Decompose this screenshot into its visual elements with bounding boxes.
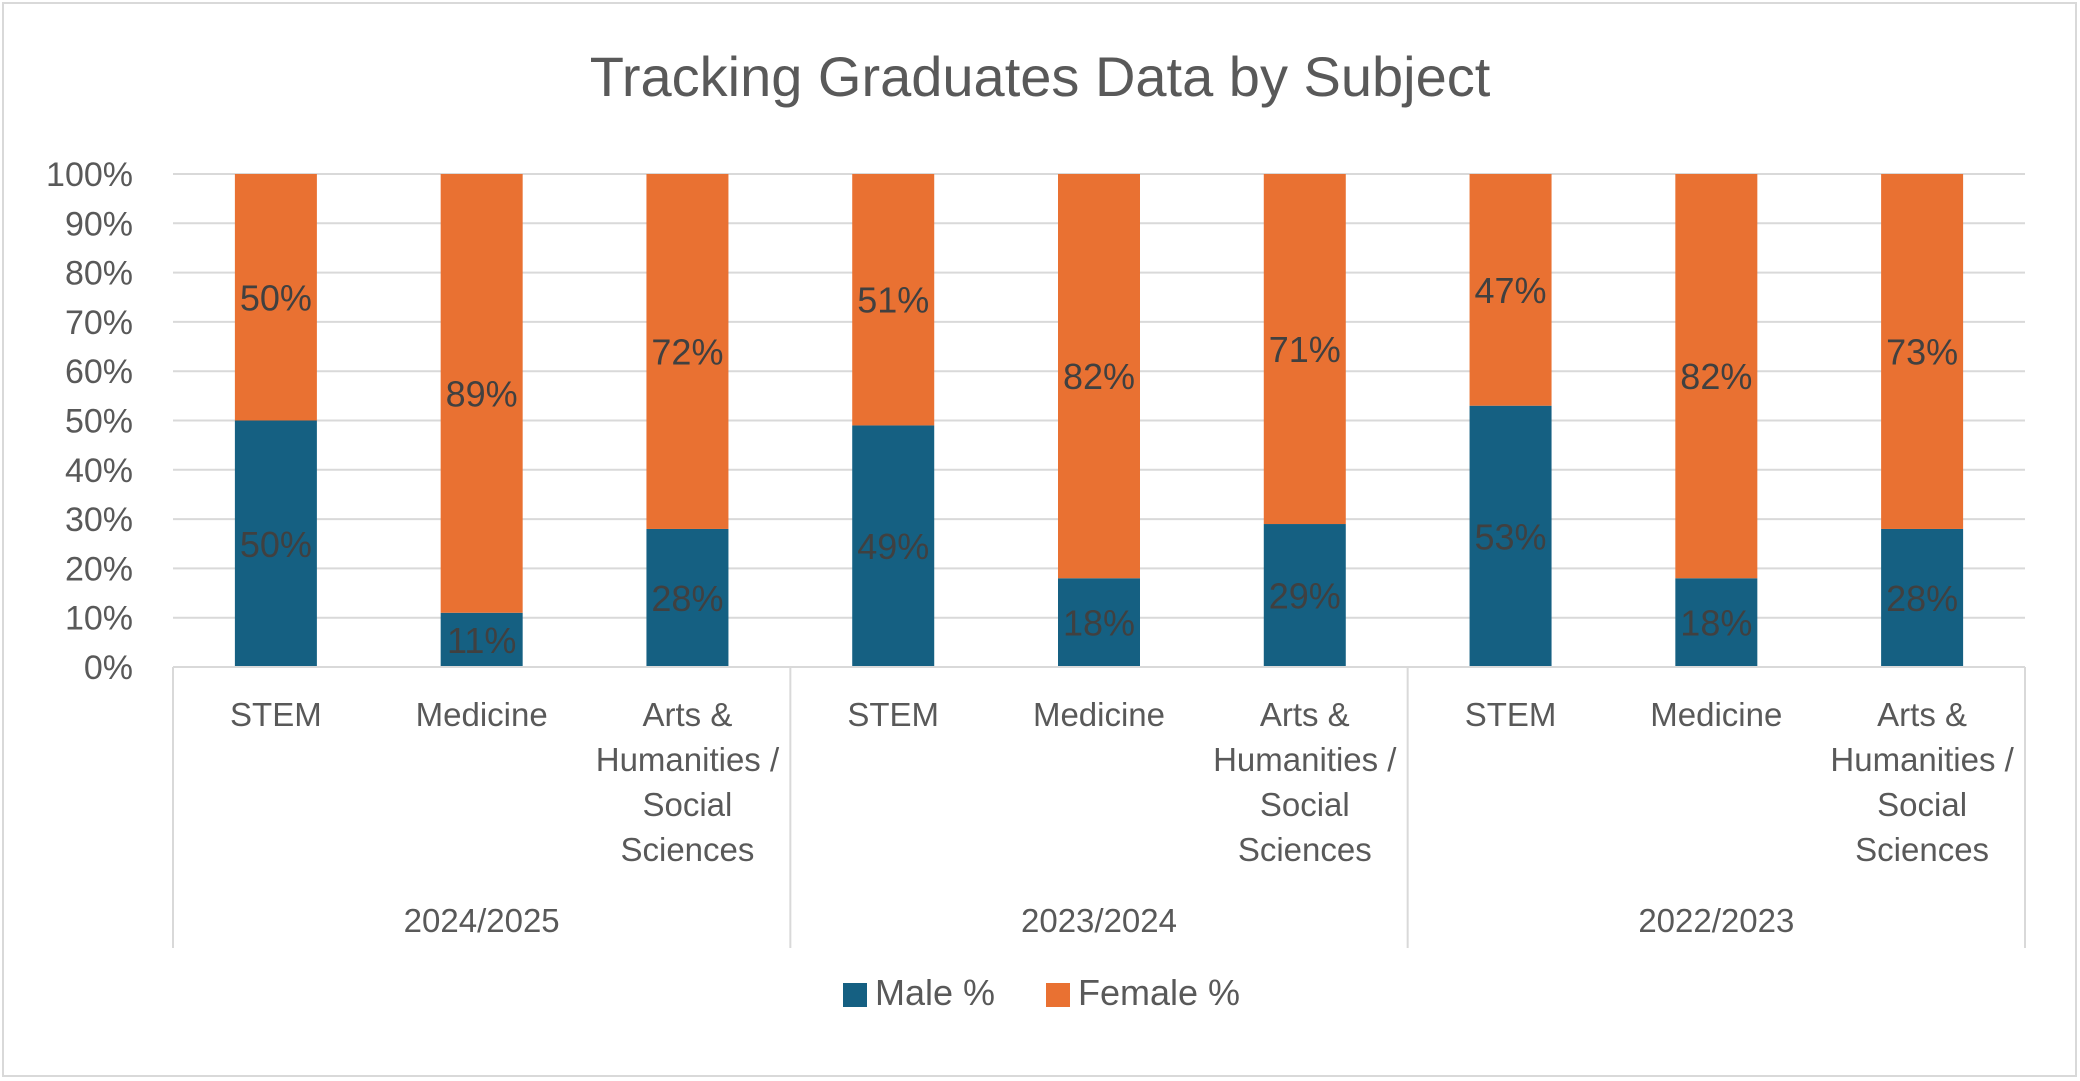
data-label-male: 18% [1680, 603, 1752, 644]
legend: Male % Female % [843, 972, 1240, 1013]
x-category-label: Sciences [1855, 831, 1989, 868]
bar-female [852, 174, 935, 426]
bar-female [440, 174, 523, 613]
x-category-label: Medicine [416, 696, 548, 733]
y-tick-label: 70% [65, 304, 133, 342]
x-category-label: Sciences [620, 831, 754, 868]
data-label-male: 28% [651, 578, 723, 619]
bar-male [1469, 405, 1552, 667]
legend-label: Female % [1078, 972, 1240, 1013]
y-tick-label: 0% [84, 649, 133, 687]
y-axis-ticks: 0% 10% 20% 30% 40% 50% 60% 70% 80% 90% 100% [46, 156, 133, 687]
x-category-label: Social [1260, 786, 1350, 823]
y-tick-label: 40% [65, 452, 133, 490]
bar-male [1881, 528, 1964, 667]
data-label-female: 82% [1680, 356, 1752, 397]
data-label-female: 51% [857, 280, 929, 321]
x-axis: STEM Medicine Arts & Humanities / Social Scie… [172, 666, 2026, 948]
data-label-male: 49% [857, 526, 929, 567]
x-category-label: STEM [230, 696, 322, 733]
x-category-label: Medicine [1650, 696, 1782, 733]
data-label-female: 89% [446, 373, 518, 414]
chart-title: Tracking Graduates Data by Subject [590, 45, 1491, 108]
x-category-label: Medicine [1033, 696, 1165, 733]
data-label-male: 18% [1063, 603, 1135, 644]
data-label-female: 50% [240, 277, 312, 318]
y-tick-label: 60% [65, 353, 133, 391]
y-tick-label: 30% [65, 501, 133, 539]
data-label-female: 82% [1063, 356, 1135, 397]
x-category-label: Social [1877, 786, 1967, 823]
bar-male [852, 425, 935, 667]
legend-swatch [1046, 983, 1070, 1007]
bars [234, 174, 1964, 667]
bar-female [1469, 174, 1552, 406]
data-label-male: 28% [1886, 578, 1958, 619]
data-label-male: 11% [447, 620, 516, 661]
y-tick-label: 50% [65, 403, 133, 441]
y-tick-label: 90% [65, 205, 133, 243]
data-label-female: 72% [651, 331, 723, 372]
x-category-label: Arts & [1260, 696, 1350, 733]
bar-female [1675, 174, 1758, 579]
legend-label: Male % [875, 972, 995, 1013]
bar-female [646, 174, 729, 529]
bar-female [1263, 174, 1346, 525]
x-group-label: 2022/2023 [1638, 902, 1794, 939]
x-category-label: Arts & [643, 696, 733, 733]
bar-male [234, 420, 317, 667]
data-label-female: 71% [1269, 329, 1341, 370]
data-label-male: 53% [1475, 516, 1547, 557]
x-group-label: 2023/2024 [1021, 902, 1177, 939]
x-category-label: Humanities / [596, 741, 780, 778]
data-label-male: 29% [1269, 576, 1341, 617]
y-tick-label: 100% [46, 156, 133, 194]
x-category-label: Humanities / [1830, 741, 2014, 778]
x-category-label: STEM [847, 696, 939, 733]
data-labels: 50% 50% 11% 89% 28% 72% 49% 51% 18% 82% 29% 71% 53% 4… [240, 270, 1958, 661]
data-label-female: 47% [1475, 270, 1547, 311]
bar-male [1675, 578, 1758, 667]
data-label-female: 73% [1886, 331, 1958, 372]
bar-male [646, 528, 729, 667]
bar-female [1881, 174, 1964, 529]
y-tick-label: 20% [65, 550, 133, 588]
x-category-label: Humanities / [1213, 741, 1397, 778]
bar-female [234, 174, 317, 421]
x-category-label: Social [642, 786, 732, 823]
x-category-label: Arts & [1877, 696, 1967, 733]
x-category-label: Sciences [1238, 831, 1372, 868]
bar-male [440, 612, 523, 667]
y-tick-label: 80% [65, 255, 133, 293]
bar-male [1058, 578, 1140, 667]
data-label-male: 50% [240, 524, 312, 565]
y-tick-label: 10% [65, 600, 133, 638]
bar-male [1263, 524, 1346, 667]
legend-swatch [843, 983, 867, 1007]
x-group-label: 2024/2025 [404, 902, 560, 939]
bar-female [1058, 174, 1140, 579]
x-category-label: STEM [1465, 696, 1557, 733]
